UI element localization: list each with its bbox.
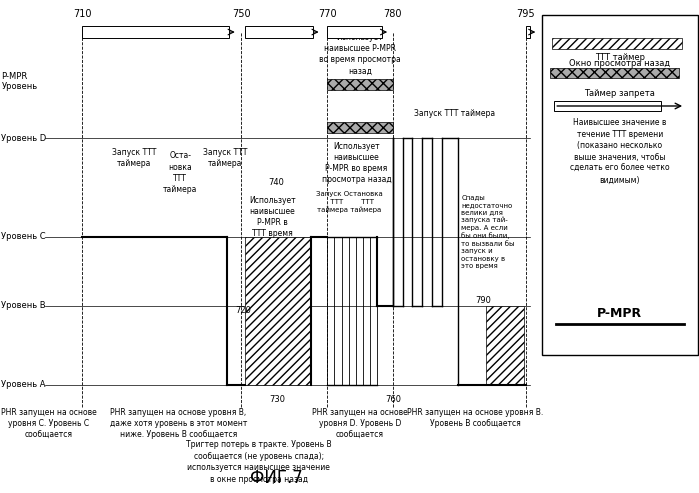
- Text: P-MPR
Уровень: P-MPR Уровень: [1, 71, 38, 91]
- Bar: [245, 26, 313, 38]
- Bar: [82, 26, 229, 38]
- Bar: [486, 306, 524, 385]
- Text: PHR запущен на основе
уровня D. Уровень D
сообщается: PHR запущен на основе уровня D. Уровень …: [312, 408, 408, 439]
- Bar: [554, 101, 661, 111]
- Text: 770: 770: [318, 9, 336, 19]
- Bar: [327, 122, 393, 133]
- Bar: [526, 26, 530, 38]
- Text: Наивысшее значение в
течение ТТТ времени
(показано несколько
выше значения, чтоб: Наивысшее значение в течение ТТТ времени…: [570, 118, 670, 184]
- Text: Уровень D: Уровень D: [1, 134, 47, 142]
- Text: 760: 760: [385, 395, 401, 404]
- Text: Таймер запрета: Таймер запрета: [584, 89, 655, 98]
- Text: Запуск ТТТ
таймера: Запуск ТТТ таймера: [112, 148, 157, 168]
- Text: 740: 740: [268, 178, 284, 187]
- Bar: [552, 38, 682, 49]
- Text: 790: 790: [475, 296, 491, 305]
- Text: Использует
наивысшее
P-MPR во время
просмотра назад: Использует наивысшее P-MPR во время прос…: [322, 141, 391, 184]
- Text: 795: 795: [517, 9, 535, 19]
- Text: Уровень C: Уровень C: [1, 232, 46, 241]
- Text: PHR запущен на основе уровня В,
даже хотя уровень в этот момент
ниже. Уровень В : PHR запущен на основе уровня В, даже хот…: [110, 408, 247, 439]
- Text: Запуск ТТТ таймера: Запуск ТТТ таймера: [414, 109, 495, 118]
- Text: Уровень A: Уровень A: [1, 380, 46, 389]
- Text: 710: 710: [73, 9, 92, 19]
- Text: ТТТ таймер: ТТТ таймер: [595, 53, 644, 62]
- Text: 730: 730: [270, 395, 285, 404]
- Text: 750: 750: [232, 9, 250, 19]
- Bar: [327, 26, 382, 38]
- Text: ФИГ.7: ФИГ.7: [250, 469, 303, 487]
- Bar: [550, 68, 679, 78]
- Bar: [327, 79, 393, 90]
- Bar: [245, 237, 311, 385]
- Bar: [542, 15, 698, 355]
- Text: Запуск ТТТ
таймера: Запуск ТТТ таймера: [203, 148, 247, 168]
- Text: Спады
недостаточно
велики для
запуска тай-
мера. А если
бы они были,
то вызвали : Спады недостаточно велики для запуска та…: [461, 194, 515, 269]
- Text: Использует
наивысшее P-MPR
во время просмотра
назад: Использует наивысшее P-MPR во время прос…: [319, 33, 401, 75]
- Text: PHR запущен на основе
уровня С. Уровень С
сообщается: PHR запущен на основе уровня С. Уровень …: [1, 408, 96, 439]
- Text: Оста-
новка
ТТТ
таймера: Оста- новка ТТТ таймера: [163, 151, 198, 194]
- Text: Уровень B: Уровень B: [1, 301, 46, 310]
- Text: Тригтер потерь в тракте. Уровень В
сообщается (не уровень спада);
используется н: Тригтер потерь в тракте. Уровень В сообщ…: [186, 440, 331, 484]
- Text: PHR запущен на основе уровня В.
Уровень В сообщается: PHR запущен на основе уровня В. Уровень …: [408, 408, 543, 428]
- Text: Запуск Остановка
  ТТТ        ТТТ
таймера таймера: Запуск Остановка ТТТ ТТТ таймера таймера: [316, 191, 383, 213]
- Text: Окно просмотра назад: Окно просмотра назад: [569, 59, 670, 68]
- Text: 780: 780: [384, 9, 402, 19]
- Text: Использует
наивысшее
P-MPR в
ТТТ время: Использует наивысшее P-MPR в ТТТ время: [250, 196, 296, 238]
- Text: 720: 720: [235, 306, 251, 315]
- Text: P-MPR: P-MPR: [597, 307, 642, 319]
